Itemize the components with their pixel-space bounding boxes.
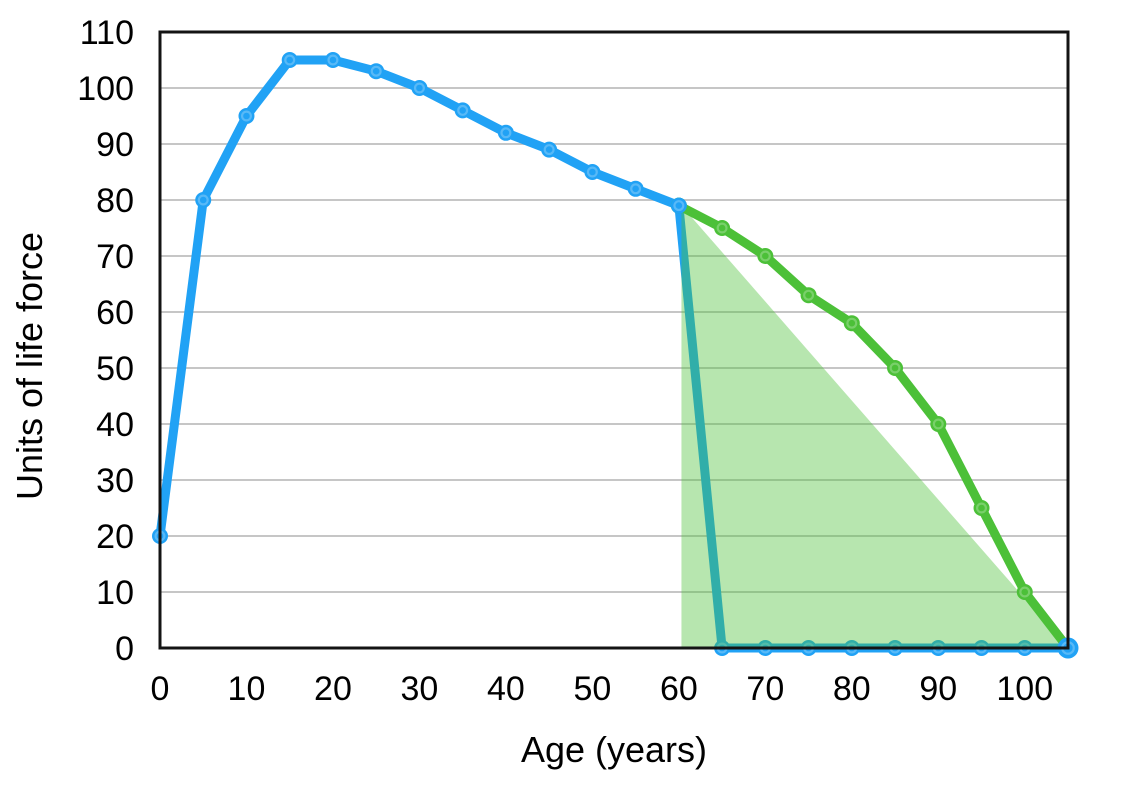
- data-point-marker: [627, 180, 644, 197]
- y-tick-label-90: 90: [96, 126, 134, 164]
- data-point-marker: [714, 220, 731, 236]
- data-point-marker: [454, 102, 471, 119]
- y-tick-label-0: 0: [115, 630, 134, 668]
- shaded-triangle: [681, 205, 1068, 648]
- gridlines: [160, 87, 1068, 593]
- data-point-marker: [670, 197, 687, 214]
- marker-ring: [197, 194, 209, 206]
- data-point-marker: [238, 108, 255, 124]
- data-point-marker: [411, 80, 428, 96]
- shaded-area: [681, 205, 1068, 648]
- x-tick-label-80: 80: [833, 670, 871, 708]
- data-point-marker: [973, 500, 990, 516]
- data-point-marker: [541, 141, 558, 158]
- data-point-marker: [757, 248, 774, 264]
- marker-ring: [630, 183, 642, 195]
- plot-border: [158, 30, 1070, 650]
- y-axis-title: Units of life force: [9, 232, 50, 500]
- x-axis-title: Age (years): [521, 729, 707, 770]
- y-tick-label-80: 80: [96, 182, 134, 220]
- marker-ring: [413, 82, 425, 94]
- marker-ring: [932, 418, 944, 430]
- data-point-marker: [843, 315, 860, 332]
- y-tick-label-30: 30: [96, 462, 134, 500]
- x-tick-label-60: 60: [660, 670, 698, 708]
- marker-ring: [370, 65, 382, 77]
- data-point-marker: [195, 192, 212, 208]
- data-point-marker: [497, 124, 514, 141]
- marker-ring: [543, 144, 555, 156]
- x-tick-label-40: 40: [487, 670, 525, 708]
- plot-box: [158, 30, 1070, 650]
- marker-ring: [284, 54, 296, 66]
- data-point-marker: [930, 416, 947, 432]
- x-tick-label-0: 0: [151, 670, 170, 708]
- marker-ring: [976, 502, 988, 514]
- marker-ring: [716, 222, 728, 234]
- y-tick-label-110: 110: [80, 14, 134, 52]
- data-point-marker: [1016, 584, 1033, 600]
- x-tick-label-10: 10: [228, 670, 266, 708]
- y-tick-label-70: 70: [96, 238, 134, 276]
- data-point-marker: [281, 52, 298, 68]
- y-tick-label-10: 10: [96, 574, 134, 612]
- marker-ring: [586, 166, 598, 178]
- x-tick-label-90: 90: [919, 670, 957, 708]
- marker-ring: [889, 362, 901, 374]
- x-tick-label-100: 100: [996, 670, 1053, 708]
- marker-ring: [1019, 586, 1031, 598]
- y-tick-label-50: 50: [96, 350, 134, 388]
- x-tick-label-30: 30: [401, 670, 439, 708]
- data-point-marker: [800, 287, 817, 304]
- data-point-marker: [368, 63, 385, 80]
- marker-ring: [673, 200, 685, 212]
- y-tick-label-100: 100: [77, 70, 134, 108]
- x-tick-label-20: 20: [314, 670, 352, 708]
- x-tick-label-70: 70: [746, 670, 784, 708]
- marker-ring: [327, 54, 339, 66]
- x-tick-label-50: 50: [573, 670, 611, 708]
- marker-ring: [803, 289, 815, 301]
- life-force-gradual-decline-line: [674, 201, 1073, 653]
- data-point-marker: [887, 360, 904, 376]
- series-gradual-decline: [670, 197, 1076, 656]
- data-point-marker: [584, 164, 601, 180]
- overlay-markers: [670, 197, 1079, 659]
- marker-ring: [846, 317, 858, 329]
- marker-ring: [240, 110, 252, 122]
- marker-ring: [759, 250, 771, 262]
- y-tick-label-60: 60: [96, 294, 134, 332]
- data-point-marker: [324, 52, 341, 68]
- marker-ring: [500, 127, 512, 139]
- y-tick-label-40: 40: [96, 406, 134, 444]
- y-tick-label-20: 20: [96, 518, 134, 556]
- marker-ring: [457, 104, 469, 116]
- axis-tick-labels: 0 10 20 30 40 50 60 70 80 90 100 110 0 10 20 30 40 50 60 70…: [77, 14, 1053, 708]
